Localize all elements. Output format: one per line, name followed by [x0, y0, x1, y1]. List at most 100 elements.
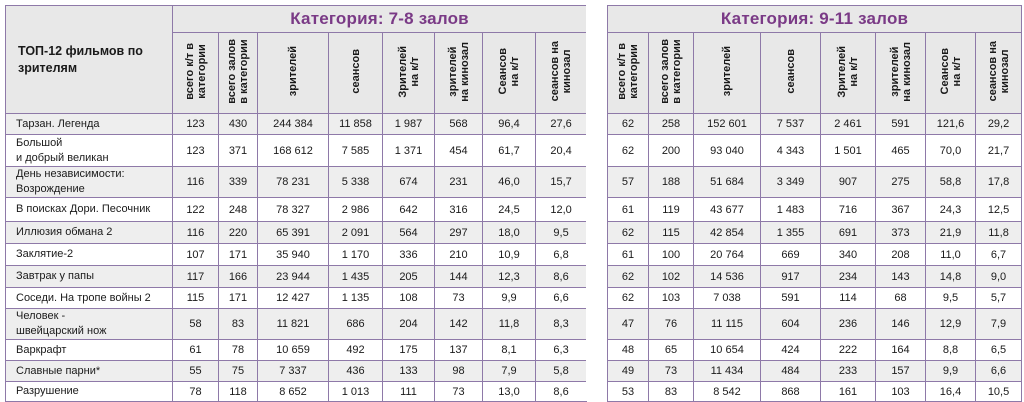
table-cell: 48 [607, 339, 649, 361]
table-cell: 564 [382, 221, 435, 244]
film-title: Завтрак у папы [5, 265, 173, 288]
col-header: зрителей [693, 32, 761, 114]
table-cell: 12,3 [482, 265, 536, 288]
table-cell: 8,1 [482, 339, 536, 361]
category-title: Категория: 7-8 залов [171, 5, 588, 33]
table-cell: 23 944 [257, 265, 329, 288]
table-cell: 83 [218, 308, 258, 340]
film-title: Соседи. На тропе войны 2 [5, 287, 173, 309]
table-cell: 102 [648, 265, 694, 288]
col-header: Сеансов на к/т [482, 32, 536, 114]
table-cell: 116 [172, 166, 219, 198]
table-cell: 11,0 [925, 243, 976, 266]
table-cell: 164 [875, 339, 926, 361]
table-cell: 339 [218, 166, 258, 198]
table-cell: 18,0 [482, 221, 536, 244]
table-cell: 4 343 [760, 134, 821, 167]
col-header: всего залов в категории [218, 32, 258, 114]
table-cell: 208 [875, 243, 926, 266]
table-cell: 65 [648, 339, 694, 361]
table-cell: 6,5 [974, 339, 1023, 361]
table-cell: 424 [760, 339, 821, 361]
table-cell: 12 427 [257, 287, 329, 309]
table-cell: 2 461 [820, 113, 876, 135]
col-header: сеансов на кинозал [974, 32, 1023, 114]
table-cell: 57 [607, 166, 649, 198]
table-cell: 8,8 [925, 339, 976, 361]
table-cell: 61 [607, 243, 649, 266]
corner-header: ТОП-12 фильмов по зрителям [5, 5, 173, 114]
table-cell: 171 [218, 287, 258, 309]
table-cell: 316 [434, 197, 483, 222]
table-cell: 35 940 [257, 243, 329, 266]
table-cell: 161 [820, 381, 876, 402]
table-cell: 6,6 [534, 287, 588, 309]
table-cell: 2 091 [328, 221, 383, 244]
table-cell: 43 677 [693, 197, 761, 222]
table-cell: 21,7 [974, 134, 1023, 167]
table-cell: 62 [607, 134, 649, 167]
table-row: В поисках Дори. Песочник 122 248 78 327 2 98… [5, 197, 588, 222]
film-title: День независимости: Возрождение [5, 166, 173, 198]
table-cell: 20 764 [693, 243, 761, 266]
table-cell: 367 [875, 197, 926, 222]
table-cell: 1 170 [328, 243, 383, 266]
table-row: 49 73 11 434 484 233 157 9,9 6,6 [607, 360, 1023, 382]
table-row: 61 100 20 764 669 340 208 11,0 6,7 [607, 243, 1023, 266]
table-cell: 436 [328, 360, 383, 382]
table-cell: 11 858 [328, 113, 383, 135]
table-cell: 93 040 [693, 134, 761, 167]
table-cell: 96,4 [482, 113, 536, 135]
table-cell: 51 684 [693, 166, 761, 198]
table-cell: 7 585 [328, 134, 383, 167]
table-cell: 20,4 [534, 134, 588, 167]
table-row: Варкрафт 61 78 10 659 492 175 137 8,1 6,3 [5, 339, 588, 361]
table-cell: 716 [820, 197, 876, 222]
table-row: 62 258 152 601 7 537 2 461 591 121,6 29,2 [607, 113, 1023, 135]
table-cell: 15,7 [534, 166, 588, 198]
table-cell: 10 654 [693, 339, 761, 361]
table-cell: 669 [760, 243, 821, 266]
table-cell: 46,0 [482, 166, 536, 198]
table-row: Большой и добрый великан 123 371 168 612 7 5… [5, 134, 588, 167]
table-cell: 61 [607, 197, 649, 222]
col-header: зрителей на кинозал [434, 32, 483, 114]
col-header: всего залов в категории [648, 32, 694, 114]
table-cell: 76 [648, 308, 694, 340]
table-row: Заклятие-2 107 171 35 940 1 170 336 210 10,9 6,8 [5, 243, 588, 266]
table-cell: 65 391 [257, 221, 329, 244]
table-cell: 17,8 [974, 166, 1023, 198]
table-row: 62 115 42 854 1 355 691 373 21,9 11,8 [607, 221, 1023, 244]
table-cell: 220 [218, 221, 258, 244]
table-cell: 10,5 [974, 381, 1023, 402]
table-cell: 244 384 [257, 113, 329, 135]
table-cell: 143 [875, 265, 926, 288]
table-row: Тарзан. Легенда 123 430 244 384 11 858 1 987 5… [5, 113, 588, 135]
table-cell: 1 135 [328, 287, 383, 309]
table-cell: 117 [172, 265, 219, 288]
table-cell: 8,6 [534, 265, 588, 288]
table-cell: 9,9 [482, 287, 536, 309]
table-cell: 146 [875, 308, 926, 340]
table-cell: 7 038 [693, 287, 761, 309]
table-cell: 157 [875, 360, 926, 382]
film-title: Иллюзия обмана 2 [5, 221, 173, 244]
table-cell: 133 [382, 360, 435, 382]
film-title: Славные парни* [5, 360, 173, 382]
table-cell: 171 [218, 243, 258, 266]
col-header: Сеансов на к/т [925, 32, 976, 114]
film-title: Большой и добрый великан [5, 134, 173, 167]
table-cell: 118 [218, 381, 258, 402]
table-cell: 234 [820, 265, 876, 288]
table-cell: 9,0 [974, 265, 1023, 288]
table-cell: 73 [648, 360, 694, 382]
table-cell: 123 [172, 134, 219, 167]
table-cell: 114 [820, 287, 876, 309]
table-row: Разрушение 78 118 8 652 1 013 111 73 13,0 8,6 [5, 381, 588, 402]
table-cell: 236 [820, 308, 876, 340]
table-cell: 11,8 [974, 221, 1023, 244]
table-cell: 55 [172, 360, 219, 382]
film-title: Тарзан. Легенда [5, 113, 173, 135]
table-cell: 73 [434, 287, 483, 309]
col-header: всего к/т в категории [172, 32, 219, 114]
